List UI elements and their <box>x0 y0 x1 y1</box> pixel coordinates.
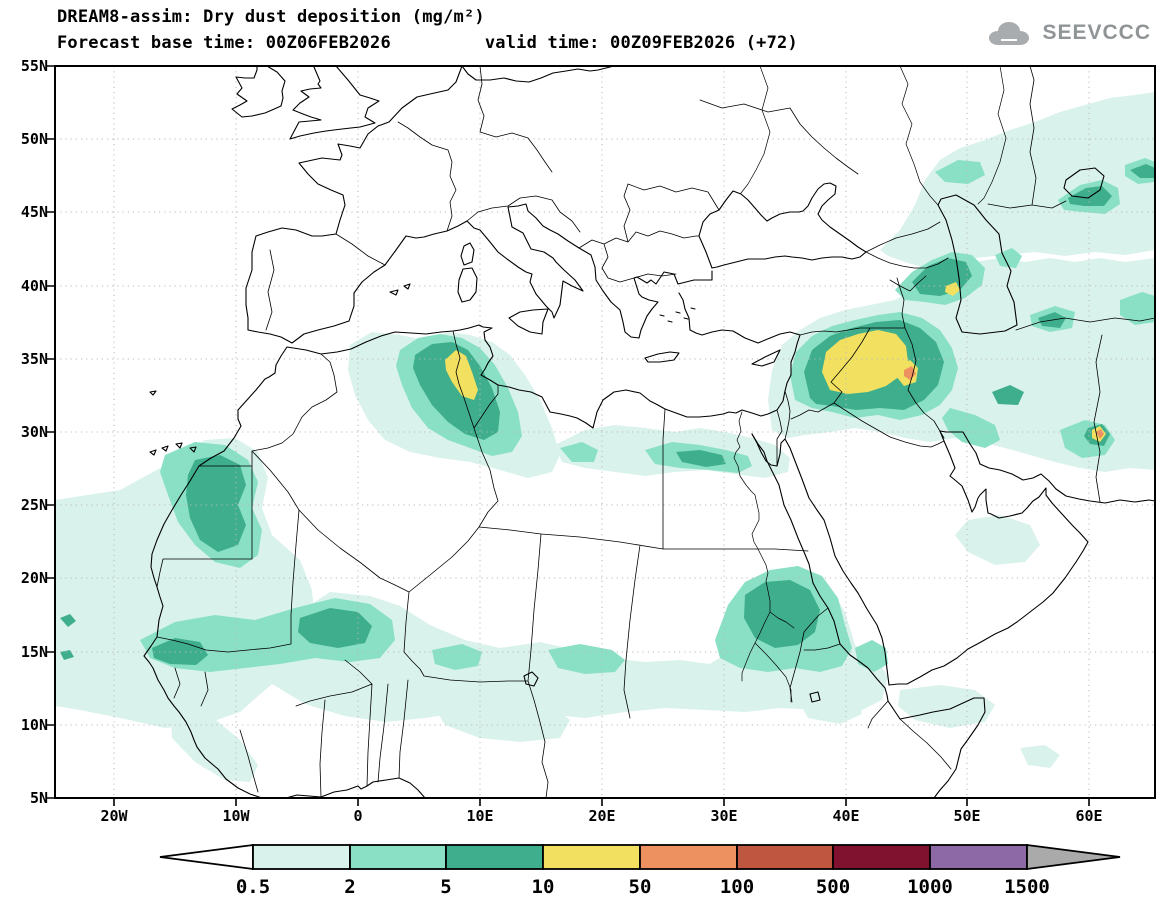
lon-label: 30E <box>710 807 738 825</box>
legend-cell <box>445 844 544 870</box>
legend-label: 500 <box>816 876 850 898</box>
lon-label: 10E <box>466 807 494 825</box>
seevccc-logo-text: SEEVCCC <box>1042 21 1151 44</box>
legend-cell <box>252 844 351 870</box>
legend-cell <box>832 844 931 870</box>
country-borders <box>156 66 1155 798</box>
lon-label: 20E <box>588 807 616 825</box>
forecast-time-subtitle: Forecast base time: 00Z06FEB2026 valid t… <box>57 33 798 53</box>
legend-label: 1500 <box>1004 876 1050 898</box>
lon-label: 10W <box>222 807 250 825</box>
page-title: DREAM8-assim: Dry dust deposition (mg/m²… <box>57 7 485 27</box>
dust-shading-level-50 <box>904 366 1104 439</box>
map-figure <box>47 65 1156 806</box>
lat-label: 50N <box>20 130 48 148</box>
legend-arrow-right <box>1026 843 1121 871</box>
lat-label: 40N <box>20 277 48 295</box>
legend-label: 1000 <box>907 876 953 898</box>
lat-label: 30N <box>20 423 48 441</box>
legend-label: 50 <box>629 876 652 898</box>
legend-cell <box>542 844 641 870</box>
lat-label: 5N <box>29 789 48 807</box>
lat-label: 45N <box>20 203 48 221</box>
lat-label: 20N <box>20 569 48 587</box>
lat-label: 55N <box>20 57 48 75</box>
legend-label: 5 <box>440 876 451 898</box>
lon-label: 60E <box>1075 807 1103 825</box>
lon-label: 50E <box>953 807 981 825</box>
lon-label: 40E <box>832 807 860 825</box>
legend-cell <box>639 844 738 870</box>
lat-label: 10N <box>20 716 48 734</box>
legend-cell <box>349 844 447 870</box>
legend-arrow-left <box>159 843 254 871</box>
lat-label: 35N <box>20 350 48 368</box>
rivers <box>733 66 1007 703</box>
legend-label: 0.5 <box>236 876 270 898</box>
lat-label: 25N <box>20 496 48 514</box>
legend-cell <box>736 844 834 870</box>
seevccc-logo: SEEVCCC <box>983 18 1151 48</box>
legend-label: 10 <box>532 876 555 898</box>
lon-label: 0 <box>353 807 363 825</box>
legend-cell <box>929 844 1028 870</box>
lon-label: 20W <box>100 807 128 825</box>
axis-ticks <box>47 65 1090 806</box>
legend-label: 100 <box>720 876 754 898</box>
lat-label: 15N <box>20 643 48 661</box>
legend: 0.5 2 5 10 50 100 500 1000 1500 <box>159 843 1121 898</box>
legend-label: 2 <box>344 876 355 898</box>
seevccc-cloud-icon <box>989 22 1030 45</box>
